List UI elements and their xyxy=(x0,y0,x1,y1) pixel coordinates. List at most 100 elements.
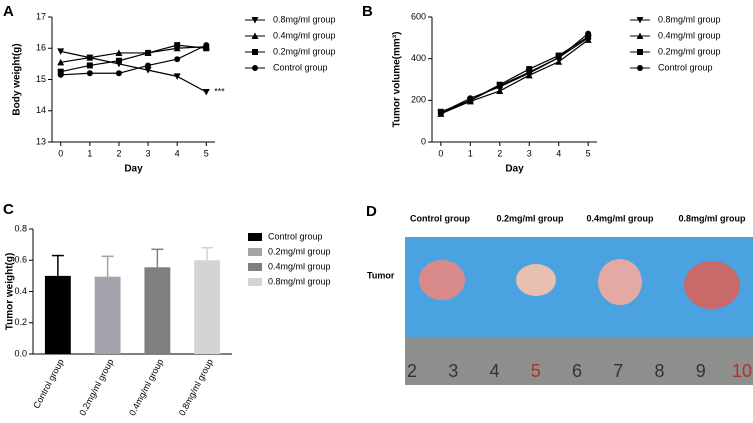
legend-label: 0.4mg/ml group xyxy=(273,30,336,40)
legend-marker xyxy=(637,65,643,71)
legend-label: 0.2mg/ml group xyxy=(273,46,336,56)
y-tick-label: 14 xyxy=(36,105,46,115)
tumor xyxy=(684,261,740,309)
marker xyxy=(203,45,210,52)
x-tick-label: 1 xyxy=(468,148,473,158)
legend-label: 0.2mg/ml group xyxy=(268,246,331,256)
column-header: 0.8mg/ml group xyxy=(678,213,746,223)
legend-swatch xyxy=(248,278,262,286)
y-tick-label: 600 xyxy=(411,11,426,21)
legend-marker xyxy=(251,32,259,39)
y-axis-label: Tumor volume(mm³) xyxy=(392,32,403,128)
marker xyxy=(437,109,444,116)
marker xyxy=(115,49,123,56)
tumor xyxy=(419,260,465,300)
marker xyxy=(526,70,533,77)
x-tick-label: 5 xyxy=(204,148,209,158)
x-tick-label: 0.2mg/ml group xyxy=(77,357,115,417)
marker xyxy=(173,73,181,80)
bar xyxy=(44,275,71,354)
column-header: Control group xyxy=(410,213,470,223)
marker xyxy=(57,71,64,78)
legend-marker xyxy=(636,17,644,24)
series-line xyxy=(440,39,589,115)
marker xyxy=(144,67,152,74)
panel-label: A xyxy=(3,3,14,20)
legend-label: 0.8mg/ml group xyxy=(268,276,331,286)
x-axis-label: Day xyxy=(505,164,524,175)
x-tick-label: 0.8mg/ml group xyxy=(177,357,215,417)
series-line xyxy=(60,50,207,93)
marker xyxy=(202,89,210,96)
marker xyxy=(86,62,93,69)
x-tick-label: 2 xyxy=(497,148,502,158)
ruler-number: 4 xyxy=(489,361,499,381)
x-tick-label: 4 xyxy=(175,148,180,158)
marker xyxy=(496,83,503,90)
x-tick-label: 2 xyxy=(116,148,121,158)
legend-marker xyxy=(636,32,644,39)
ruler-number: 8 xyxy=(654,361,664,381)
marker xyxy=(585,30,592,37)
ruler-number: 9 xyxy=(696,361,706,381)
y-tick-label: 0.6 xyxy=(14,255,27,265)
legend-label: 0.8mg/ml group xyxy=(658,14,721,24)
legend-label: 0.2mg/ml group xyxy=(658,46,721,56)
column-header: 0.2mg/ml group xyxy=(496,213,564,223)
marker xyxy=(467,95,474,102)
y-tick-label: 0.8 xyxy=(14,223,27,233)
legend-label: 0.4mg/ml group xyxy=(268,261,331,271)
marker xyxy=(585,33,592,40)
series-line xyxy=(60,44,207,73)
marker xyxy=(86,54,94,61)
series-line xyxy=(60,44,207,76)
tumor xyxy=(516,264,556,296)
ruler-number: 6 xyxy=(572,361,582,381)
marker xyxy=(526,66,533,73)
legend-marker xyxy=(637,49,643,55)
bar xyxy=(144,267,171,354)
x-tick-label: 1 xyxy=(87,148,92,158)
x-tick-label: 0 xyxy=(438,148,443,158)
annotation: *** xyxy=(214,86,225,96)
marker xyxy=(145,62,152,69)
marker xyxy=(496,87,504,94)
series-line xyxy=(440,36,589,113)
marker xyxy=(203,42,210,49)
legend-label: Control group xyxy=(268,231,323,241)
legend-marker xyxy=(252,65,258,71)
y-tick-label: 16 xyxy=(36,43,46,53)
panel-label: C xyxy=(3,201,14,218)
legend-label: Control group xyxy=(273,62,328,72)
y-axis-label: Tumor weight(g) xyxy=(5,253,16,331)
legend-swatch xyxy=(248,233,262,241)
series-line xyxy=(60,46,207,63)
x-tick-label: 0.4mg/ml group xyxy=(127,357,165,417)
legend-marker xyxy=(251,17,259,24)
marker xyxy=(555,54,562,61)
tumor xyxy=(598,259,642,305)
ruler-number: 2 xyxy=(407,361,417,381)
ruler-number: 3 xyxy=(448,361,458,381)
legend-swatch xyxy=(248,248,262,256)
marker xyxy=(57,68,64,75)
marker xyxy=(555,58,563,65)
legend-marker xyxy=(252,49,258,55)
marker xyxy=(174,42,181,49)
y-tick-label: 0.4 xyxy=(14,286,27,296)
x-tick-label: Control group xyxy=(31,357,65,410)
x-tick-label: 3 xyxy=(146,148,151,158)
y-tick-label: 0.2 xyxy=(14,317,27,327)
marker xyxy=(145,49,152,56)
ruler-number: 7 xyxy=(613,361,623,381)
bar xyxy=(94,276,121,354)
x-tick-label: 5 xyxy=(586,148,591,158)
series-line xyxy=(440,33,589,114)
bar xyxy=(194,260,221,354)
marker xyxy=(174,56,181,63)
y-axis-label: Body weight(g) xyxy=(12,43,23,115)
legend-swatch xyxy=(248,263,262,271)
row-label: Tumor xyxy=(367,270,395,280)
marker xyxy=(115,57,122,64)
